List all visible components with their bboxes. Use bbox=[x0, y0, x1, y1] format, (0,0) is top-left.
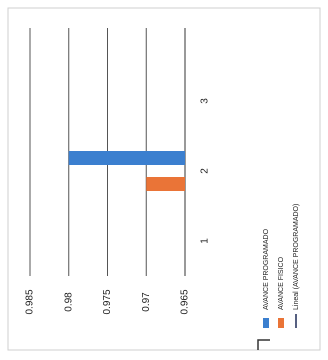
y-tick-label: 0.975 bbox=[102, 289, 113, 314]
legend-label: AVANCE PROGRAMADO bbox=[263, 228, 270, 310]
y-tick-label: 0.98 bbox=[63, 292, 74, 312]
x-tick-label: 3 bbox=[200, 98, 211, 104]
bar bbox=[146, 177, 185, 191]
chart-frame bbox=[7, 7, 321, 351]
y-tick-label: 0.965 bbox=[180, 289, 191, 314]
y-tick-label: 0.985 bbox=[25, 289, 36, 314]
y-tick-label: 0.97 bbox=[141, 292, 152, 312]
legend-label: AVANCE FISICO bbox=[278, 256, 285, 310]
x-tick-label: 1 bbox=[200, 238, 211, 244]
x-tick-label: 2 bbox=[200, 168, 211, 174]
legend-label: Lineal (AVANCE PROGRAMADO) bbox=[293, 204, 300, 310]
corner-mark bbox=[257, 339, 270, 350]
bar bbox=[68, 151, 185, 165]
legend-swatch bbox=[278, 318, 284, 328]
legend-swatch bbox=[263, 318, 269, 328]
